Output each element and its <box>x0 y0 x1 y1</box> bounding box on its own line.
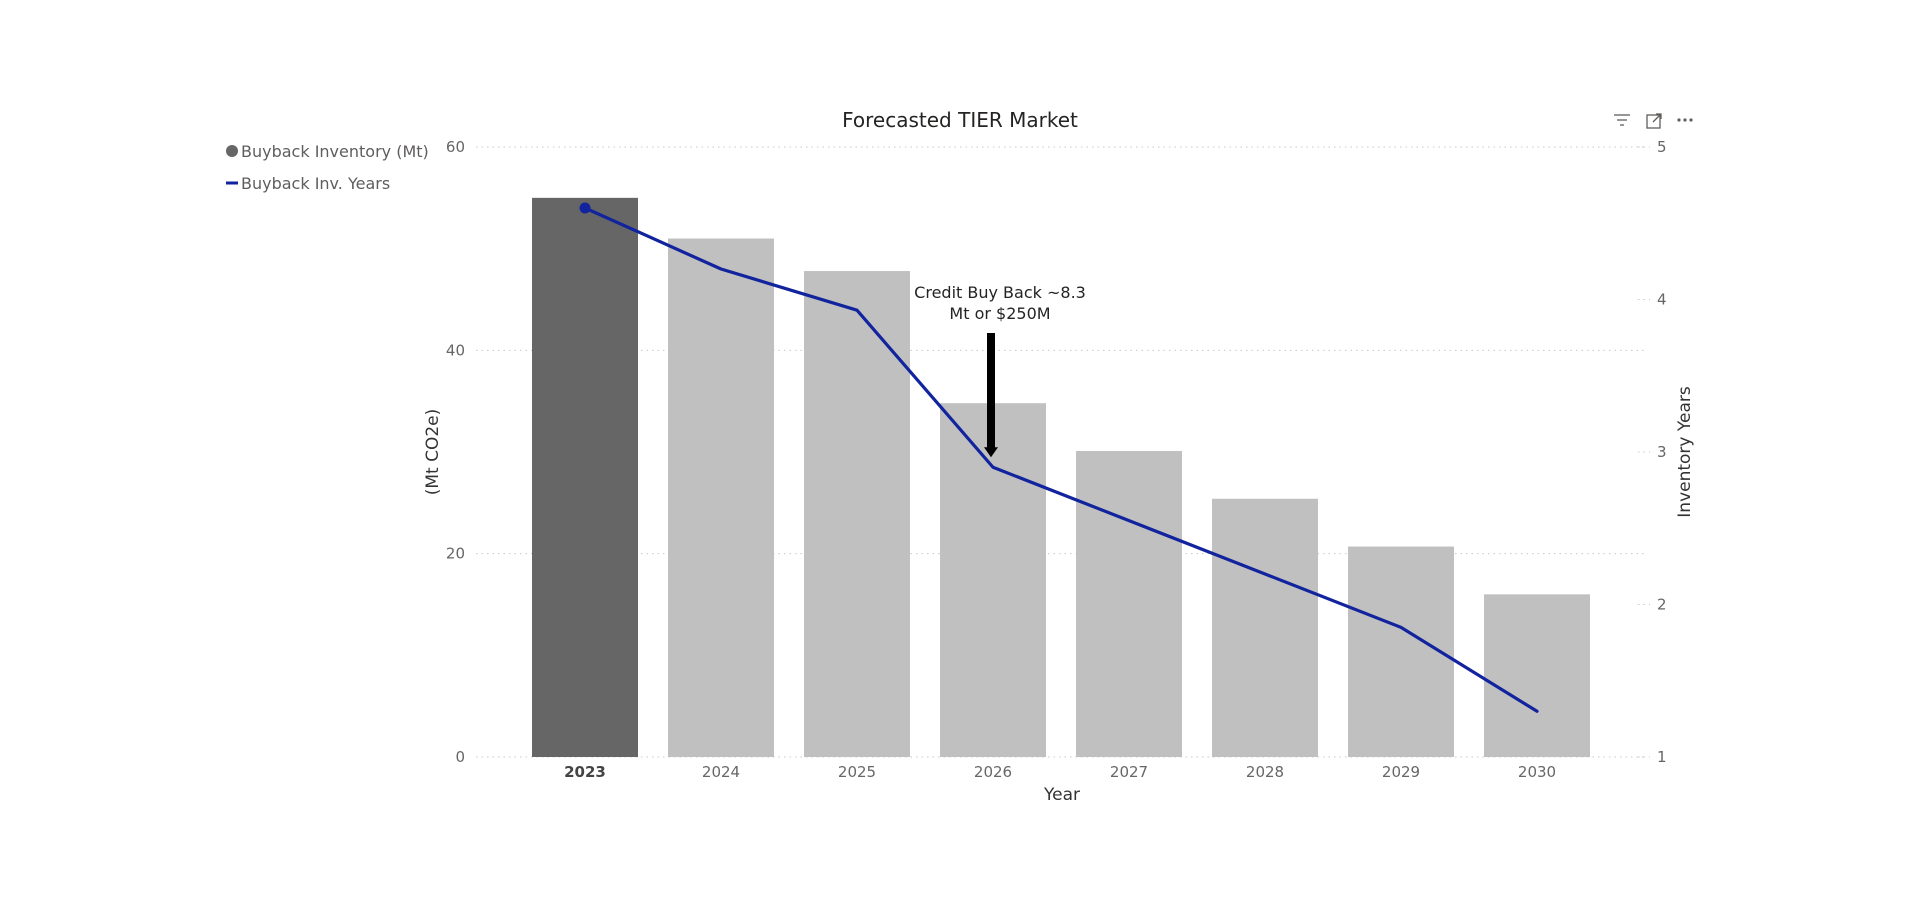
bar[interactable] <box>1076 450 1182 757</box>
y-axis-title: (Mt CO2e) <box>423 409 443 496</box>
y2-tick-label: 2 <box>1657 596 1667 614</box>
annotation-line-1: Credit Buy Back ~8.3 <box>914 283 1086 302</box>
x-tick-label: 2028 <box>1246 763 1284 781</box>
chart-title: Forecasted TIER Market <box>842 108 1078 132</box>
y2-tick-label: 4 <box>1657 291 1667 309</box>
bar-series <box>532 197 1590 758</box>
y-tick-label: 0 <box>455 748 465 766</box>
y-tick-label: 40 <box>446 341 465 359</box>
legend-item-bar[interactable]: Buyback Inventory (Mt) <box>226 142 429 161</box>
bar[interactable] <box>1484 594 1590 757</box>
line-series <box>579 202 1539 713</box>
line-path <box>583 206 1539 713</box>
y-tick-label: 20 <box>446 545 465 563</box>
y2-tick-label: 3 <box>1657 443 1667 461</box>
y-tick-label: 60 <box>446 138 465 156</box>
y-axis-right: 1 2 3 4 5 <box>1657 138 1667 766</box>
annotation-line-2: Mt or $250M <box>949 304 1050 323</box>
arrow-head <box>984 447 998 458</box>
y-axis-left: 0 20 40 60 <box>446 138 465 766</box>
x-tick-label: 2024 <box>702 763 740 781</box>
legend-label-line: Buyback Inv. Years <box>241 174 390 193</box>
legend: Buyback Inventory (Mt) Buyback Inv. Year… <box>226 142 429 193</box>
y2-tick-label: 1 <box>1657 748 1667 766</box>
arrow-shaft <box>987 333 995 450</box>
x-tick-label: 2025 <box>838 763 876 781</box>
legend-item-line[interactable]: Buyback Inv. Years <box>226 174 390 193</box>
bar[interactable] <box>940 403 1046 757</box>
legend-label-bar: Buyback Inventory (Mt) <box>241 142 429 161</box>
x-tick-label: 2023 <box>564 763 606 781</box>
line-point[interactable] <box>579 202 591 214</box>
x-tick-label: 2027 <box>1110 763 1148 781</box>
annotation-arrow-icon <box>984 333 998 458</box>
y2-axis-title: Inventory Years <box>1675 386 1695 518</box>
y2-tick-label: 5 <box>1657 138 1667 156</box>
annotation: Credit Buy Back ~8.3 Mt or $250M <box>914 283 1086 458</box>
bar[interactable] <box>804 271 910 757</box>
legend-swatch-bar <box>226 145 238 157</box>
more-options-icon[interactable] <box>1676 112 1694 128</box>
bar[interactable] <box>532 197 638 758</box>
bar[interactable] <box>1212 498 1318 757</box>
filter-icon[interactable] <box>1613 112 1631 128</box>
x-axis-title: Year <box>1043 785 1080 805</box>
x-tick-label: 2026 <box>974 763 1012 781</box>
x-axis: 2023 2024 2025 2026 2027 2028 2029 2030 <box>564 763 1556 781</box>
bar[interactable] <box>1348 546 1454 757</box>
x-tick-label: 2029 <box>1382 763 1420 781</box>
bar[interactable] <box>668 238 774 758</box>
x-tick-label: 2030 <box>1518 763 1556 781</box>
focus-mode-icon[interactable] <box>1645 112 1663 130</box>
